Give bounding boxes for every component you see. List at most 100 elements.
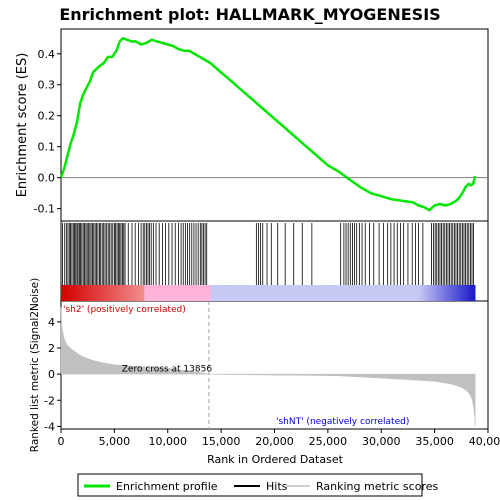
rank-gradient-segment: [306, 285, 309, 301]
rank-gradient-segment: [221, 285, 224, 301]
rank-gradient-segment: [233, 285, 237, 301]
rank-gradient-segment: [364, 285, 367, 301]
rank-gradient-segment: [125, 285, 128, 301]
rank-gradient-segment: [334, 285, 337, 301]
rank-gradient-segment: [443, 285, 446, 301]
rank-gradient-segment: [71, 285, 75, 301]
es-y-tick-label: 0.2: [38, 110, 56, 123]
rank-gradient-segment: [210, 285, 213, 301]
x-axis-label: Rank in Ordered Dataset: [207, 453, 344, 466]
rank-gradient-segment: [107, 285, 111, 301]
rank-gradient-segment: [466, 285, 470, 301]
rank-gradient-segment: [165, 285, 169, 301]
rank-gradient-segment: [137, 285, 141, 301]
rank-gradient-segment: [400, 285, 403, 301]
rank-gradient-segment: [366, 285, 369, 301]
rank-gradient-segment: [398, 285, 401, 301]
hits-layer: [62, 223, 474, 285]
rank-gradient-segment: [342, 285, 346, 301]
rank-gradient-segment: [73, 285, 77, 301]
rank-gradient-segment: [238, 285, 241, 301]
rank-gradient-segment: [383, 285, 386, 301]
rank-gradient-segment: [133, 285, 137, 301]
rank-gradient-segment: [415, 285, 418, 301]
rank-gradient-segment: [374, 285, 378, 301]
rank-gradient-segment: [445, 285, 448, 301]
rank-gradient-segment: [340, 285, 344, 301]
rank-gradient-segment: [308, 285, 312, 301]
rank-gradient-segment: [259, 285, 262, 301]
rank-gradient-segment: [88, 285, 92, 301]
es-y-tick-label: 0.1: [38, 141, 56, 154]
rank-gradient-segment: [278, 285, 282, 301]
rank-gradient-segment: [139, 285, 143, 301]
rank-gradient-segment: [297, 285, 301, 301]
rank-gradient-segment: [161, 285, 164, 301]
positive-label: 'sh2' (positively correlated): [63, 305, 186, 315]
rank-gradient-segment: [423, 285, 427, 301]
rank-gradient-segment: [127, 285, 130, 301]
rank-gradient-segment: [460, 285, 463, 301]
rank-gradient-segment: [370, 285, 374, 301]
rank-gradient-segment: [317, 285, 320, 301]
rank-gradient-segment: [90, 285, 94, 301]
rank-gradient-segment: [251, 285, 254, 301]
rank-gradient-segment: [402, 285, 406, 301]
metric-y-axis-label: Ranked list metric (Signal2Noise): [29, 278, 41, 453]
rank-gradient-segment: [265, 285, 269, 301]
legend-enrichment-label: Enrichment profile: [116, 480, 218, 493]
rank-gradient-segment: [304, 285, 307, 301]
rank-gradient-segment: [186, 285, 190, 301]
rank-gradient-bar: [61, 285, 476, 301]
rank-gradient-segment: [103, 285, 107, 301]
x-tick-label: 10,000: [149, 435, 188, 448]
rank-gradient-segment: [65, 285, 68, 301]
rank-gradient-segment: [451, 285, 455, 301]
rank-gradient-segment: [216, 285, 220, 301]
rank-gradient-segment: [114, 285, 117, 301]
rank-gradient-segment: [242, 285, 245, 301]
rank-gradient-segment: [293, 285, 297, 301]
rank-gradient-segment: [302, 285, 305, 301]
rank-gradient-segment: [231, 285, 235, 301]
rank-gradient-segment: [464, 285, 467, 301]
rank-gradient-segment: [189, 285, 192, 301]
x-tick-label: 15,000: [202, 435, 241, 448]
rank-gradient-segment: [411, 285, 414, 301]
rank-gradient-segment: [150, 285, 154, 301]
metric-layer: Zero cross at 13856 'sh2' (positively cor…: [60, 301, 476, 429]
es-y-tick-label: 0.3: [38, 79, 56, 92]
negative-label: 'shNT' (negatively correlated): [276, 417, 409, 427]
rank-gradient-segment: [159, 285, 162, 301]
rank-gradient-segment: [406, 285, 410, 301]
ranking-metric-area: [60, 307, 476, 427]
rank-gradient-segment: [419, 285, 423, 301]
rank-gradient-segment: [376, 285, 380, 301]
rank-gradient-segment: [323, 285, 327, 301]
rank-gradient-segment: [214, 285, 218, 301]
rank-gradient-segment: [368, 285, 371, 301]
rank-gradient-segment: [204, 285, 207, 301]
rank-gradient-segment: [223, 285, 226, 301]
rank-gradient-segment: [75, 285, 79, 301]
rank-gradient-segment: [182, 285, 186, 301]
rank-gradient-segment: [359, 285, 363, 301]
rank-gradient-segment: [82, 285, 85, 301]
rank-gradient-segment: [289, 285, 292, 301]
rank-gradient-segment: [86, 285, 90, 301]
rank-gradient-segment: [270, 285, 273, 301]
rank-gradient-segment: [218, 285, 222, 301]
rank-gradient-segment: [387, 285, 391, 301]
rank-gradient-segment: [332, 285, 335, 301]
rank-gradient-segment: [120, 285, 124, 301]
rank-gradient-segment: [240, 285, 243, 301]
legend-hits-label: Hits: [266, 480, 288, 493]
rank-gradient-segment: [462, 285, 465, 301]
es-y-axis-label: Enrichment score (ES): [15, 53, 30, 198]
rank-gradient-segment: [144, 285, 147, 301]
rank-gradient-segment: [206, 285, 209, 301]
x-tick-label: 25,000: [309, 435, 348, 448]
legend-metric-label: Ranking metric scores: [316, 480, 438, 493]
rank-gradient-segment: [191, 285, 194, 301]
